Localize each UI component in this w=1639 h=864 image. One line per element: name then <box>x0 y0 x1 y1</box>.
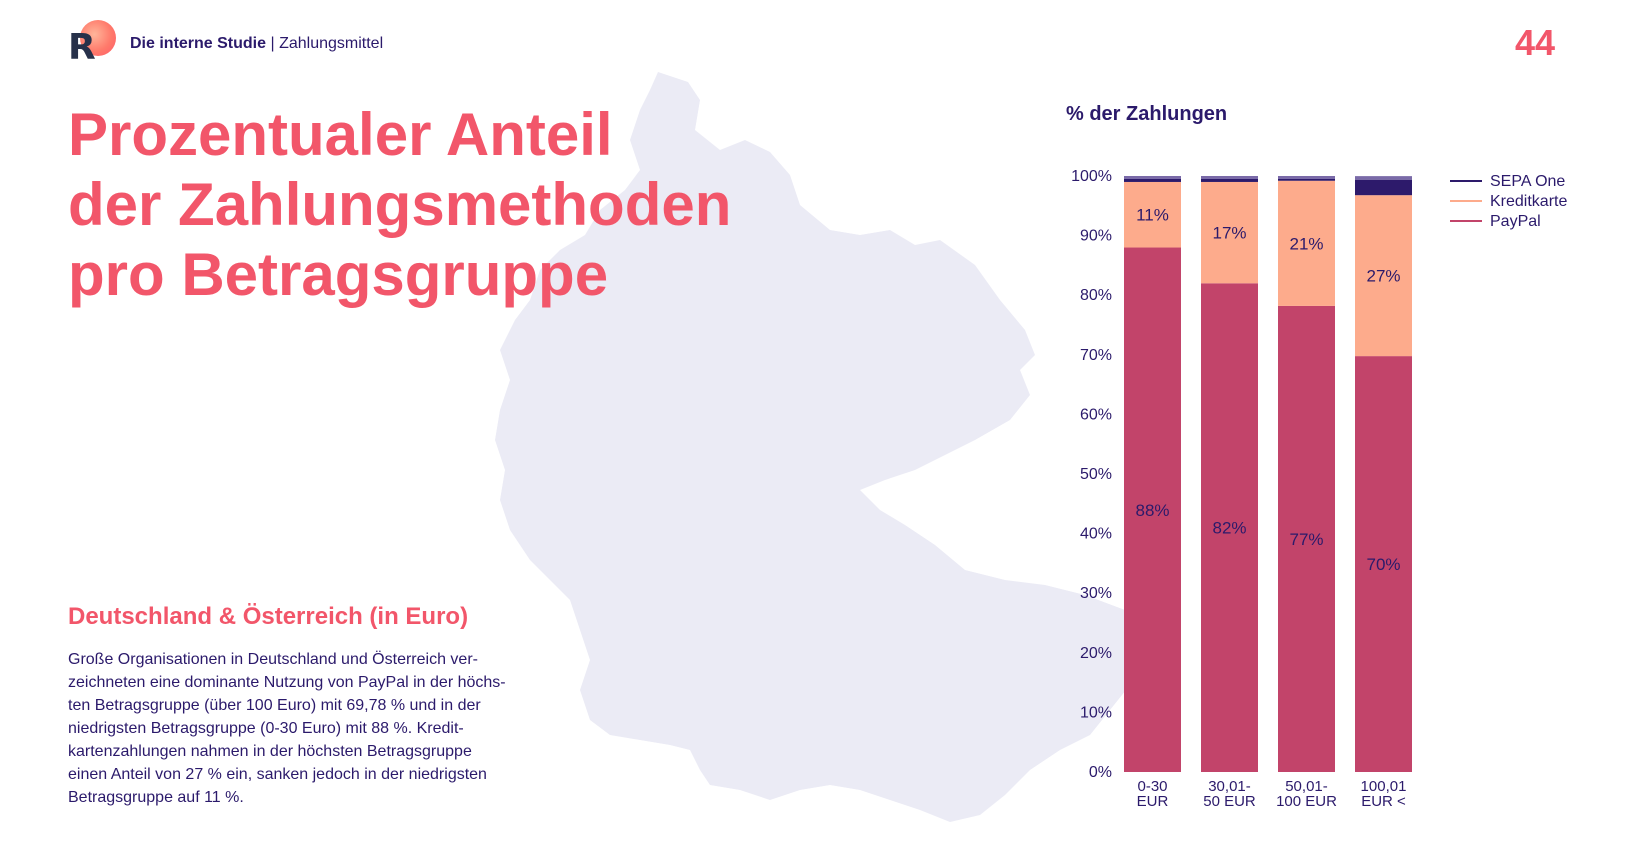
bar-segment-kreditkarte <box>1201 181 1258 284</box>
x-tick-label: EUR <box>1137 793 1169 810</box>
x-tick-label: 100,01 <box>1361 778 1407 795</box>
y-tick-label: 70% <box>1080 347 1112 364</box>
body-line: zeichneten eine dominante Nutzung von Pa… <box>68 674 506 691</box>
y-tick-label: 10% <box>1080 704 1112 721</box>
y-tick-label: 0% <box>1089 764 1112 781</box>
legend-label: PayPal <box>1490 213 1541 230</box>
bar-segment-paypal <box>1201 283 1258 772</box>
header-brand: Die interne Studie <box>130 35 267 52</box>
y-tick-label: 100% <box>1071 168 1112 185</box>
x-tick-label: 50,01- <box>1285 778 1328 795</box>
chart-title: % der Zahlungen <box>1066 103 1228 125</box>
data-label: 21% <box>1289 234 1323 253</box>
y-tick-label: 50% <box>1080 466 1112 483</box>
bar-segment-sepa-one <box>1124 178 1181 182</box>
logo-circle-icon <box>80 20 116 56</box>
logo-letter: R <box>68 27 96 68</box>
bar-segment-paypal <box>1124 247 1181 772</box>
data-label: 88% <box>1135 501 1169 520</box>
body-line: Große Organisationen in Deutschland und … <box>68 651 478 668</box>
bar-segment-kreditkarte <box>1278 180 1335 306</box>
body-paragraph: Große Organisationen in Deutschland und … <box>68 648 588 809</box>
bar-segment-kreditkarte <box>1124 181 1181 248</box>
y-tick-label: 20% <box>1080 645 1112 662</box>
body-line: einen Anteil von 27 % ein, sanken jedoch… <box>68 766 487 783</box>
header-section: Zahlungsmittel <box>279 35 384 52</box>
bar-segment-sepa-one <box>1201 178 1258 182</box>
bar-segment-other <box>1278 176 1335 179</box>
x-tick-label: 100 EUR <box>1276 793 1337 810</box>
section-subheading: Deutschland & Österreich (in Euro) <box>68 603 469 630</box>
bar-segment-other <box>1355 176 1412 180</box>
x-tick-label: 30,01- <box>1208 778 1251 795</box>
data-label: 82% <box>1212 519 1246 538</box>
data-label: 27% <box>1366 267 1400 286</box>
page-title: Prozentualer Anteil der Zahlungsmethoden… <box>68 100 731 310</box>
stacked-bar-chart: 0% 10% 20% 30% 40% 50% 60% 70% 80% 90% 100% 88% 11% 0… <box>1071 168 1567 810</box>
bar-segment-other <box>1124 176 1181 179</box>
legend-label: SEPA One <box>1490 173 1565 190</box>
body-line: Betragsgruppe auf 11 %. <box>68 789 244 806</box>
body-line: ten Betragsgruppe (über 100 Euro) mit 69… <box>68 697 481 714</box>
bar-segment-paypal <box>1278 305 1335 772</box>
data-label: 17% <box>1212 224 1246 243</box>
page-number: 44 <box>1515 22 1556 63</box>
bar-segment-paypal <box>1355 356 1412 772</box>
header-separator: | <box>266 35 280 52</box>
title-line: pro Betragsgruppe <box>68 241 609 308</box>
header-breadcrumb: Die interne Studie | Zahlungsmittel <box>130 35 383 53</box>
y-tick-label: 30% <box>1080 585 1112 602</box>
bar-segment-other <box>1201 176 1258 179</box>
title-line: Prozentualer Anteil <box>68 101 613 168</box>
body-line: kartenzahlungen nahmen in der höchsten B… <box>68 743 472 760</box>
legend-label: Kreditkarte <box>1490 193 1567 210</box>
y-tick-label: 80% <box>1080 287 1112 304</box>
logo: R <box>68 18 116 66</box>
title-line: der Zahlungsmethoden <box>68 171 732 238</box>
data-label: 11% <box>1136 206 1169 225</box>
x-tick-label: 50 EUR <box>1203 793 1256 810</box>
bar-segment-sepa-one <box>1355 179 1412 196</box>
y-tick-label: 90% <box>1080 228 1112 245</box>
x-tick-label: 0-30 <box>1137 778 1167 795</box>
data-label: 70% <box>1366 555 1400 574</box>
x-tick-label: EUR < <box>1361 793 1406 810</box>
data-label: 77% <box>1289 530 1323 549</box>
y-tick-label: 60% <box>1080 406 1112 423</box>
bar-segment-kreditkarte <box>1355 195 1412 357</box>
bar-segment-sepa-one <box>1278 178 1335 181</box>
body-line: niedrigsten Betragsgruppe (0-30 Euro) mi… <box>68 720 464 737</box>
y-tick-label: 40% <box>1080 526 1112 543</box>
